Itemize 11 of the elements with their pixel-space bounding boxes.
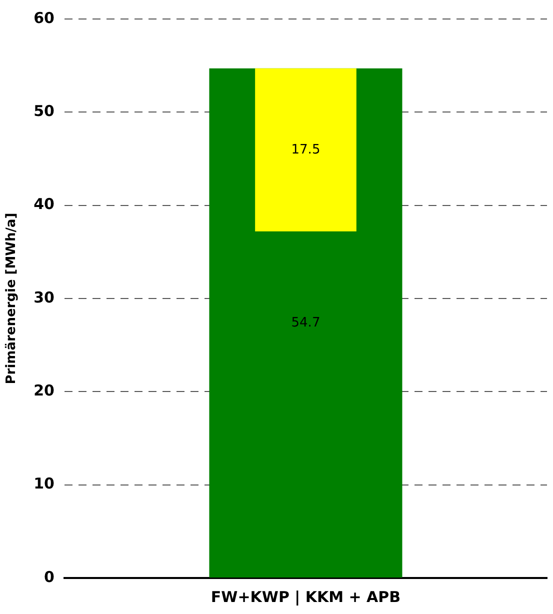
y-tick-label: 60 (34, 8, 54, 27)
y-tick-label: 20 (34, 382, 54, 400)
x-tick-label: FW+KWP | KKM + APB (210, 588, 401, 606)
y-tick-label: 50 (34, 102, 54, 120)
y-axis-title: Primärenergie [MWh/a] (4, 212, 20, 384)
y-tick-label: 40 (34, 195, 54, 214)
data-label: 17.5 (291, 142, 320, 158)
y-tick-label: 10 (34, 474, 54, 493)
data-label: 54.7 (291, 315, 320, 330)
y-tick-label: 30 (34, 288, 54, 306)
y-tick-label: 0 (44, 568, 54, 586)
